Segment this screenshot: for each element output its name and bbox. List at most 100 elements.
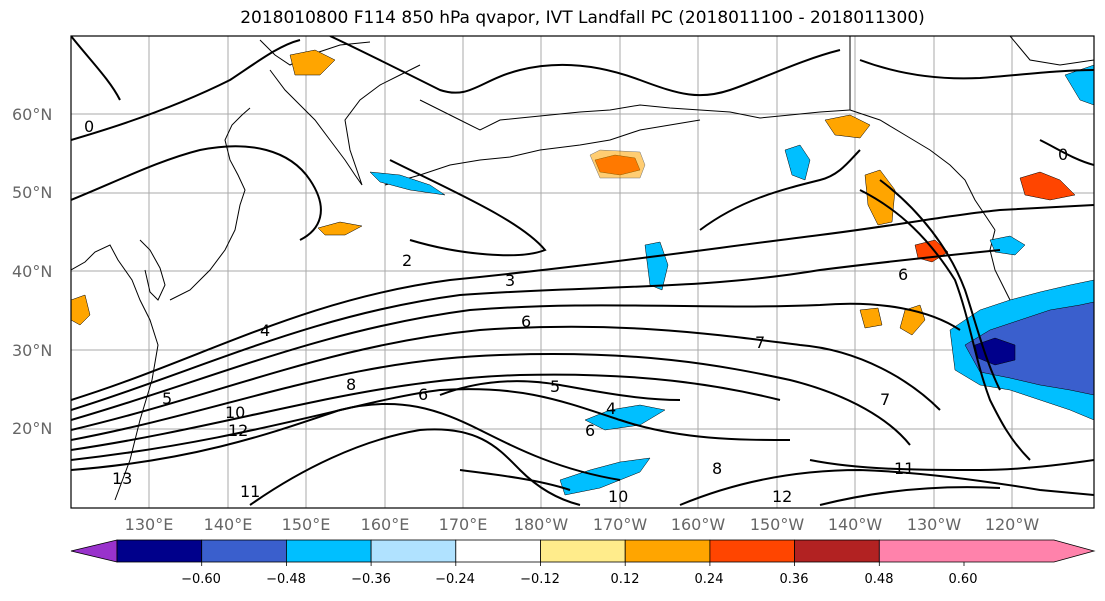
contour-line [699,149,861,231]
contour-line [439,380,681,401]
contour-label: 0 [84,117,94,136]
colorbar-bin [116,539,203,563]
coastline-canada-arctic [849,36,1094,110]
colorbar-tick-label: 0.60 [948,572,978,587]
contour-label: 8 [346,375,356,394]
contour-label: 4 [606,399,616,418]
coastline-japan [169,107,251,301]
contour-label: 6 [898,265,908,284]
contour-label: 8 [712,459,722,478]
contour-line [459,469,571,491]
colorbar-tick-label: 0.36 [779,572,809,587]
coastline-asia [71,244,159,501]
contour-line [71,204,1094,401]
coastlines [71,36,1094,501]
contour-label: 2 [402,251,412,270]
contour-label: 12 [772,487,792,506]
lat-label: 50°N [12,183,53,202]
lon-label: 170°W [592,515,648,534]
colorbar-bin [624,539,711,563]
lat-label: 20°N [12,419,53,438]
moisture-anomaly-negative-kamchatka [369,171,446,196]
contour-label: 5 [550,377,560,396]
contour-line [71,325,941,431]
moisture-anomaly-positive-japan [317,221,363,236]
moisture-anomaly-negative-subtropics-b [584,404,666,431]
contour-label: 5 [162,389,172,408]
lon-label: 140°W [827,515,883,534]
colorbar [70,539,1096,566]
contour-label: 6 [521,312,531,331]
moisture-anomaly-positive-canada [1019,171,1076,201]
contour-line [329,36,841,97]
contour-label: 6 [585,421,595,440]
contour-line [71,302,961,421]
colorbar-tick-label: −0.48 [266,572,306,587]
lon-label: 150°E [281,515,331,534]
colorbar-bin [370,539,457,563]
contour-label: 11 [240,482,260,501]
contour-line [879,179,1001,391]
moisture-anomaly-positive-bering-edge [589,149,646,179]
contour-label: 13 [112,469,132,488]
lon-label: 160°W [670,515,726,534]
moisture-anomaly-negative-nw2 [989,235,1026,256]
coastline-aleutians [384,119,701,186]
colorbar-bin [455,539,541,563]
colorbar-bin [540,539,626,563]
coastline-alaska [849,109,996,231]
colorbar-tick-label: −0.12 [520,572,560,587]
moisture-anomaly-negative-ne [1064,64,1094,106]
coastline-korea [139,239,166,301]
contour-line [71,145,322,241]
moisture-anomaly-positive-alaska [864,169,896,226]
moisture-anomaly-positive-ca-b [859,307,883,329]
contour-line [1039,139,1094,166]
colorbar-bin [285,539,372,563]
contour-label: 7 [880,390,890,409]
contour-label: 0 [1058,145,1068,164]
colorbar-extend-max [878,539,1096,563]
contour-line [71,388,791,461]
qvapor-shading [71,49,1094,496]
contour-label: 4 [260,321,270,340]
contour-labels: 0 0 2 3 4 5 6 6 6 7 7 8 8 10 10 11 11 12… [84,117,1068,506]
moisture-anomaly-negative-mid [644,241,669,291]
contour-line [71,353,911,446]
moisture-anomaly-positive-nw [71,294,91,326]
moisture-anomaly-negative-core [964,301,1094,396]
lon-label: 160°E [360,515,410,534]
contour-line [859,59,1094,80]
lat-label: 60°N [12,105,53,124]
moisture-anomaly-negative-gulf-b [784,144,811,181]
colorbar-tick-label: −0.36 [351,572,391,587]
contour-line [249,428,581,506]
contour-label: 10 [225,403,245,422]
moisture-anomaly-positive-okhotsk [289,49,336,76]
lon-label: 140°E [203,515,253,534]
colorbar-tick-label: −0.24 [435,572,475,587]
contour-label: 10 [608,487,628,506]
colorbar-tick-label: 0.48 [864,572,894,587]
colorbar-bin [709,539,796,563]
lon-label: 130°E [124,515,174,534]
map-title: 2018010800 F114 850 hPa qvapor, IVT Land… [240,8,925,28]
contour-label: 3 [505,271,515,290]
lon-label: 180°W [513,515,569,534]
lon-label: 130°W [906,515,962,534]
ivt-contours [71,36,1094,506]
lat-label: 30°N [12,341,53,360]
contour-line [71,373,781,451]
map-frame [70,35,1095,509]
moisture-anomaly-positive-gulf [824,114,871,139]
graticule [71,36,1094,508]
contour-line [71,36,121,101]
lon-label: 170°E [438,515,488,534]
contour-line [809,459,1094,472]
contour-line [859,189,1031,461]
colorbar-bin [794,539,880,563]
contour-line [819,486,1001,506]
lon-label: 120°W [984,515,1040,534]
lat-label: 40°N [12,262,53,281]
